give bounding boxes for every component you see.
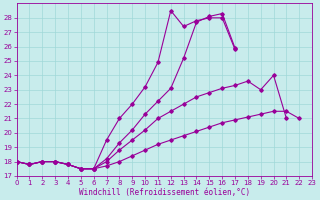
- X-axis label: Windchill (Refroidissement éolien,°C): Windchill (Refroidissement éolien,°C): [79, 188, 250, 197]
